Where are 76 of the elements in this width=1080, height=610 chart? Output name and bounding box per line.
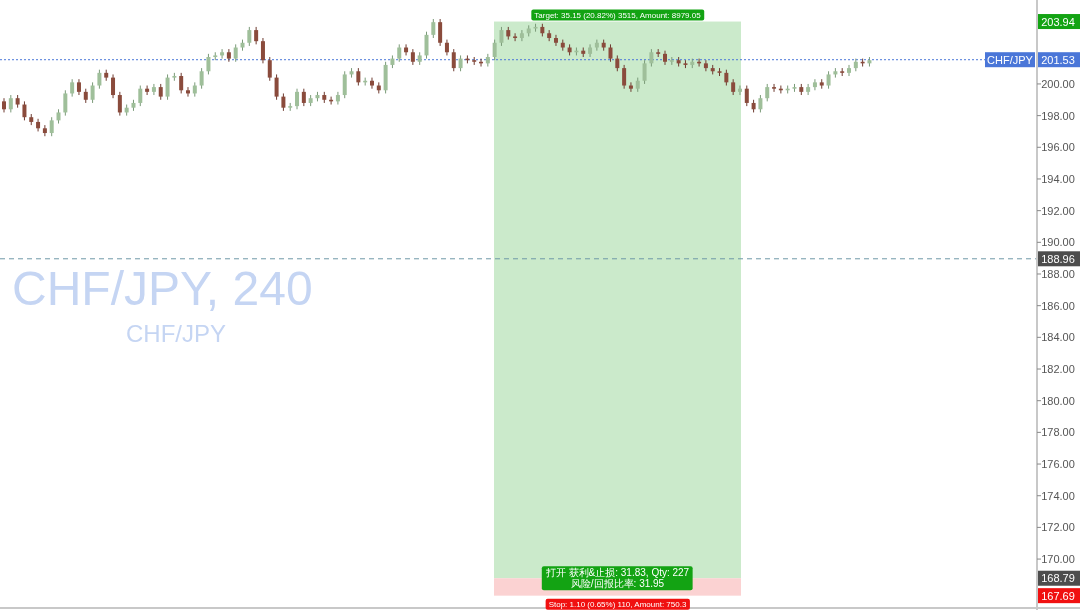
candlestick [847, 64, 852, 77]
y-tick-label: 196.00 [1041, 141, 1075, 154]
candlestick [772, 83, 777, 93]
candlestick [90, 81, 95, 104]
candlestick [267, 56, 272, 82]
y-tick-label: 194.00 [1041, 172, 1075, 185]
candlestick [492, 39, 497, 61]
y-tick-label: 178.00 [1041, 426, 1075, 439]
y-tick-label: 180.00 [1041, 394, 1075, 407]
candlestick [138, 85, 143, 107]
y-tick-label: 182.00 [1041, 363, 1075, 376]
candlestick [594, 39, 599, 52]
y-tick-label: 167.69 [1041, 589, 1075, 602]
candlestick [165, 73, 170, 101]
candlestick [295, 88, 300, 110]
candlestick [737, 85, 742, 96]
candlestick [369, 77, 374, 90]
candlestick [179, 72, 184, 94]
candlestick [206, 53, 211, 75]
candlestick [622, 64, 627, 90]
y-tick-label: 170.00 [1041, 553, 1075, 566]
y-tick-label: 190.00 [1041, 236, 1075, 249]
candlestick [513, 32, 518, 42]
candlestick [111, 73, 116, 99]
y-tick-label: 184.00 [1041, 331, 1075, 344]
candlestick [438, 18, 443, 47]
candlestick [22, 100, 27, 121]
candlestick [642, 59, 647, 85]
candlestick [519, 29, 524, 42]
y-tick-label: 203.94 [1041, 15, 1075, 28]
y-tick-label: 198.00 [1041, 109, 1075, 122]
candlestick [424, 31, 429, 60]
candlestick [117, 91, 122, 117]
candlestick [260, 37, 265, 64]
text: CHF/JPY, 240 [12, 262, 313, 315]
y-tick-label: 176.00 [1041, 458, 1075, 471]
candlestick [36, 118, 41, 132]
y-tick-label: 186.00 [1041, 299, 1075, 312]
y-tick-label: 188.96 [1041, 252, 1075, 265]
candlestick [220, 48, 225, 60]
candlestick [199, 67, 204, 90]
band-label: Stop: 1.10 (0.65%) 110, Amount: 750.3 [548, 599, 687, 609]
y-tick-label: 201.53 [1041, 53, 1075, 66]
annotation: 风险/回报比率: 31.95 [570, 578, 665, 590]
candlestick [806, 83, 811, 96]
candlestick [274, 73, 279, 101]
text: CHF/JPY [126, 320, 227, 347]
annotation: 打开 获利&止损: 31.83, Qty: 227 [544, 567, 690, 579]
y-tick-label: 174.00 [1041, 489, 1075, 502]
candlestick [588, 43, 593, 58]
y-tick-label: 200.00 [1041, 77, 1075, 90]
candlestick [151, 83, 156, 96]
candlestick [42, 124, 47, 137]
candlestick [431, 18, 436, 39]
candlestick [628, 81, 633, 93]
candlestick [63, 89, 68, 117]
band-label: Target: 35.15 (20.82%) 3515, Amount: 8979.05 [534, 10, 702, 20]
candlestick [553, 34, 558, 47]
candlestick [499, 26, 504, 47]
candlestick [247, 26, 252, 47]
candlestick [145, 85, 150, 96]
candlestick [744, 85, 749, 107]
candlestick [185, 86, 190, 98]
y-tick-label: 192.00 [1041, 204, 1075, 217]
y-tick-label: 168.79 [1041, 572, 1075, 585]
candlestick [335, 91, 340, 106]
y-tick-label: 172.00 [1041, 521, 1075, 534]
candlestick [703, 59, 708, 72]
ref-line-label: CHF/JPY [987, 53, 1034, 66]
candlestick [226, 48, 231, 63]
candlestick [812, 78, 817, 91]
candlestick [97, 69, 102, 90]
candlestick [451, 48, 456, 72]
candlestick [49, 116, 54, 137]
candlestick [342, 70, 347, 99]
y-tick-label: 188.00 [1041, 267, 1075, 280]
